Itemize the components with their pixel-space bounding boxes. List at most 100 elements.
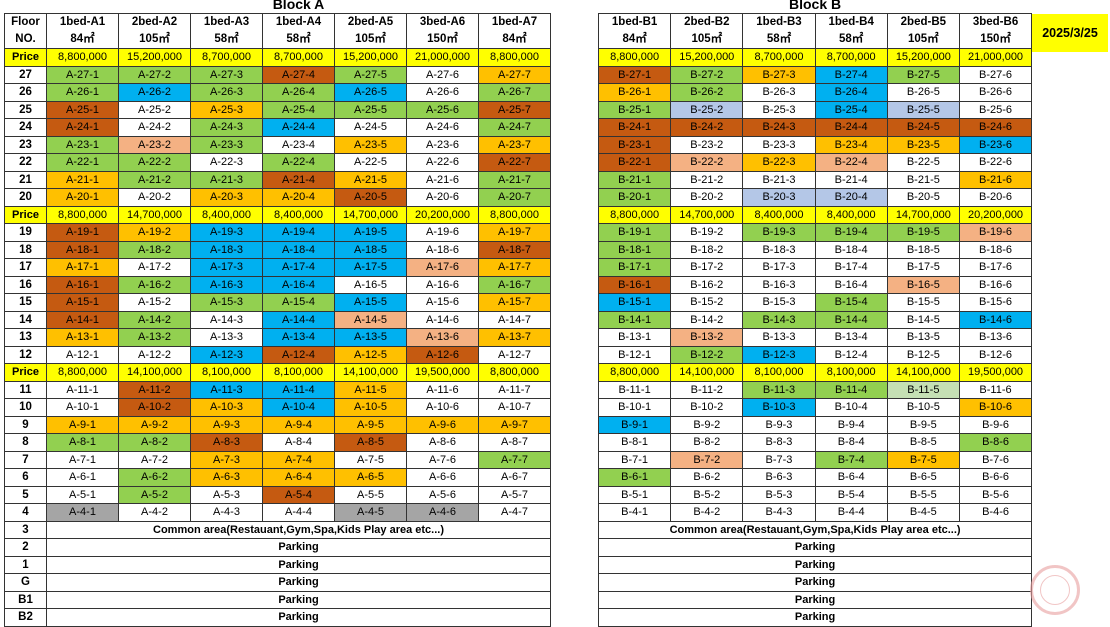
unit-cell[interactable]: B-25-3 — [742, 100, 816, 119]
unit-cell[interactable]: B-26-1 — [597, 83, 672, 102]
unit-cell[interactable]: A-11-5 — [334, 380, 407, 399]
unit-cell[interactable]: B-8-3 — [742, 433, 816, 452]
unit-cell[interactable]: A-23-5 — [334, 135, 407, 154]
unit-cell[interactable]: A-22-1 — [46, 153, 119, 172]
unit-cell[interactable]: B-5-1 — [597, 485, 672, 504]
unit-cell[interactable]: A-18-6 — [406, 240, 479, 259]
unit-cell[interactable]: A-25-7 — [478, 100, 551, 119]
unit-cell[interactable]: B-19-6 — [958, 223, 1033, 242]
unit-cell[interactable]: A-14-7 — [478, 310, 551, 329]
unit-cell[interactable]: A-20-6 — [406, 188, 479, 207]
unit-cell[interactable]: A-27-5 — [334, 65, 407, 84]
date-cell[interactable]: 2025/3/25 — [1032, 14, 1108, 52]
unit-cell[interactable]: A-18-5 — [334, 240, 407, 259]
unit-cell[interactable]: B-15-6 — [958, 293, 1033, 312]
unit-cell[interactable]: B-18-1 — [597, 240, 672, 259]
unit-cell[interactable]: B-10-6 — [958, 398, 1033, 417]
unit-cell[interactable]: A-20-2 — [118, 188, 191, 207]
unit-cell[interactable]: B-15-4 — [814, 293, 888, 312]
unit-cell[interactable]: B-6-3 — [742, 468, 816, 487]
unit-cell[interactable]: A-25-4 — [262, 100, 335, 119]
unit-cell[interactable]: A-25-3 — [190, 100, 263, 119]
unit-cell[interactable]: A-27-3 — [190, 65, 263, 84]
unit-cell[interactable]: A-14-4 — [262, 310, 335, 329]
unit-cell[interactable]: A-11-1 — [46, 380, 119, 399]
unit-cell[interactable]: B-6-2 — [670, 468, 744, 487]
unit-cell[interactable]: B-5-2 — [670, 485, 744, 504]
unit-cell[interactable]: B-21-5 — [886, 170, 960, 189]
unit-cell[interactable]: A-9-3 — [190, 415, 263, 434]
unit-cell[interactable]: A-19-7 — [478, 223, 551, 242]
unit-cell[interactable]: B-13-4 — [814, 328, 888, 347]
unit-cell[interactable]: A-26-4 — [262, 83, 335, 102]
unit-cell[interactable]: B-12-6 — [958, 345, 1033, 364]
unit-cell[interactable]: B-4-6 — [958, 503, 1033, 522]
unit-cell[interactable]: B-27-6 — [958, 65, 1033, 84]
unit-cell[interactable]: A-22-4 — [262, 153, 335, 172]
unit-cell[interactable]: B-21-1 — [597, 170, 672, 189]
unit-cell[interactable]: B-12-5 — [886, 345, 960, 364]
unit-cell[interactable]: A-26-2 — [118, 83, 191, 102]
unit-cell[interactable]: A-21-2 — [118, 170, 191, 189]
unit-cell[interactable]: A-18-7 — [478, 240, 551, 259]
unit-cell[interactable]: A-27-2 — [118, 65, 191, 84]
unit-cell[interactable]: B-27-5 — [886, 65, 960, 84]
unit-cell[interactable]: A-19-4 — [262, 223, 335, 242]
unit-cell[interactable]: B-22-2 — [670, 153, 744, 172]
unit-cell[interactable]: A-5-4 — [262, 485, 335, 504]
unit-cell[interactable]: A-17-1 — [46, 258, 119, 277]
unit-cell[interactable]: B-11-2 — [670, 380, 744, 399]
unit-cell[interactable]: A-24-1 — [46, 118, 119, 137]
unit-cell[interactable]: B-25-5 — [886, 100, 960, 119]
unit-cell[interactable]: A-10-6 — [406, 398, 479, 417]
unit-cell[interactable]: B-14-6 — [958, 310, 1033, 329]
unit-cell[interactable]: B-20-3 — [742, 188, 816, 207]
unit-cell[interactable]: B-12-3 — [742, 345, 816, 364]
unit-cell[interactable]: B-27-2 — [670, 65, 744, 84]
unit-cell[interactable]: B-15-2 — [670, 293, 744, 312]
unit-cell[interactable]: B-23-1 — [597, 135, 672, 154]
unit-cell[interactable]: B-22-3 — [742, 153, 816, 172]
unit-cell[interactable]: A-5-6 — [406, 485, 479, 504]
unit-cell[interactable]: A-18-3 — [190, 240, 263, 259]
unit-cell[interactable]: A-12-4 — [262, 345, 335, 364]
unit-cell[interactable]: B-23-4 — [814, 135, 888, 154]
unit-cell[interactable]: B-4-5 — [886, 503, 960, 522]
unit-cell[interactable]: B-9-4 — [814, 415, 888, 434]
unit-cell[interactable]: B-27-3 — [742, 65, 816, 84]
unit-cell[interactable]: A-4-1 — [46, 503, 119, 522]
unit-cell[interactable]: B-7-4 — [814, 450, 888, 469]
unit-cell[interactable]: B-16-6 — [958, 275, 1033, 294]
unit-cell[interactable]: B-10-3 — [742, 398, 816, 417]
unit-cell[interactable]: A-16-3 — [190, 275, 263, 294]
unit-cell[interactable]: B-21-2 — [670, 170, 744, 189]
unit-cell[interactable]: A-12-6 — [406, 345, 479, 364]
unit-cell[interactable]: A-4-7 — [478, 503, 551, 522]
unit-cell[interactable]: B-21-6 — [958, 170, 1033, 189]
unit-cell[interactable]: A-23-3 — [190, 135, 263, 154]
unit-cell[interactable]: A-9-7 — [478, 415, 551, 434]
unit-cell[interactable]: B-16-3 — [742, 275, 816, 294]
unit-cell[interactable]: A-24-7 — [478, 118, 551, 137]
unit-cell[interactable]: A-17-5 — [334, 258, 407, 277]
unit-cell[interactable]: A-15-1 — [46, 293, 119, 312]
unit-cell[interactable]: B-11-3 — [742, 380, 816, 399]
unit-cell[interactable]: A-11-7 — [478, 380, 551, 399]
unit-cell[interactable]: A-6-1 — [46, 468, 119, 487]
unit-cell[interactable]: A-23-1 — [46, 135, 119, 154]
unit-cell[interactable]: B-9-5 — [886, 415, 960, 434]
unit-cell[interactable]: A-21-1 — [46, 170, 119, 189]
unit-cell[interactable]: A-16-2 — [118, 275, 191, 294]
unit-cell[interactable]: B-22-5 — [886, 153, 960, 172]
unit-cell[interactable]: B-18-2 — [670, 240, 744, 259]
unit-cell[interactable]: A-11-2 — [118, 380, 191, 399]
unit-cell[interactable]: B-7-3 — [742, 450, 816, 469]
unit-cell[interactable]: A-12-7 — [478, 345, 551, 364]
unit-cell[interactable]: A-13-3 — [190, 328, 263, 347]
unit-cell[interactable]: A-24-2 — [118, 118, 191, 137]
unit-cell[interactable]: A-11-6 — [406, 380, 479, 399]
unit-cell[interactable]: B-9-3 — [742, 415, 816, 434]
unit-cell[interactable]: B-25-6 — [958, 100, 1033, 119]
unit-cell[interactable]: B-14-3 — [742, 310, 816, 329]
unit-cell[interactable]: A-14-2 — [118, 310, 191, 329]
